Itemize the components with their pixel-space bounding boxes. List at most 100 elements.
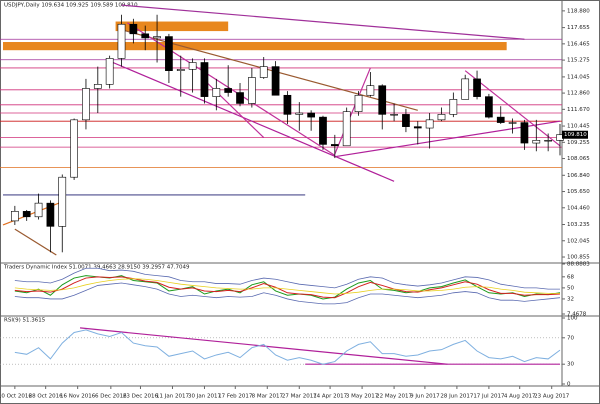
- tdi-line: [14, 267, 560, 290]
- candle-body: [378, 85, 387, 115]
- y-tick-label: 30: [567, 362, 574, 368]
- candle-body: [259, 66, 268, 78]
- y-tick-label: 115.275: [567, 58, 590, 64]
- y-tick-label: 102.045: [567, 238, 590, 244]
- candle-body: [224, 88, 233, 93]
- candle-body: [449, 99, 458, 115]
- candle-body: [402, 114, 410, 127]
- candle-body: [461, 78, 470, 100]
- candle-body: [413, 126, 422, 129]
- candle-body: [295, 112, 304, 115]
- y-tick-label: 100.855: [567, 255, 590, 261]
- candle-body: [46, 202, 55, 227]
- y-tick-label: 7.4678: [567, 312, 587, 318]
- y-tick-label: 32: [567, 296, 574, 302]
- y-tick-label: 100: [567, 316, 578, 322]
- zone: [3, 42, 507, 51]
- candle-body: [342, 111, 351, 147]
- candle-body: [307, 112, 315, 118]
- y-tick-label: 110.445: [567, 124, 590, 130]
- candle-body: [22, 211, 31, 218]
- candle-body: [520, 122, 529, 144]
- rsi-title: RSI(9) 51.3615: [4, 318, 46, 324]
- candle-body: [212, 88, 221, 97]
- candle-body: [200, 62, 209, 97]
- candle-body: [283, 94, 292, 115]
- price-box: [562, 130, 588, 139]
- y-tick-label: 108.065: [567, 156, 590, 162]
- y-tick-label: 105.650: [567, 189, 590, 195]
- y-tick-label: 111.670: [567, 107, 590, 113]
- candle-body: [532, 140, 541, 144]
- x-tick-label: 17 Feb 2017: [218, 394, 253, 400]
- candle-body: [330, 144, 339, 147]
- candle-body: [188, 62, 197, 70]
- y-tick-label: 0: [567, 382, 571, 388]
- rsi-line: [14, 329, 561, 365]
- x-tick-label: 16 Nov 2016: [60, 394, 96, 400]
- candle-body: [34, 202, 43, 218]
- y-tick-label: 114.045: [567, 74, 590, 80]
- y-tick-label: 109.255: [567, 140, 590, 146]
- candle-body: [319, 116, 327, 145]
- candle-body: [485, 96, 493, 118]
- trendline: [79, 327, 448, 365]
- x-tick-label: 28 Oct 2016: [29, 394, 64, 400]
- candle-body: [117, 23, 126, 59]
- x-tick-label: 4 Aug 2017: [504, 394, 536, 400]
- candle-body: [58, 176, 67, 227]
- y-tick-label: 88.8883: [567, 262, 590, 268]
- y-tick-label: 106.840: [567, 173, 590, 179]
- x-tick-label: 23 Aug 2017: [534, 394, 570, 400]
- candle-body: [236, 92, 244, 104]
- x-tick-label: 22 May 2017: [376, 394, 412, 400]
- candle-body: [425, 119, 434, 129]
- x-tick-label: 10 Oct 2016: [0, 394, 32, 400]
- candle-body: [129, 23, 138, 35]
- candle-body: [10, 211, 19, 222]
- y-tick-label: 70: [567, 335, 574, 341]
- chart-title: USDJPY,Daily 109.634 109.925 109.589 109…: [4, 3, 138, 9]
- y-tick-label: 118.880: [567, 8, 590, 14]
- x-tick-label: 23 Dec 2016: [123, 394, 159, 400]
- y-tick-label: 68: [567, 274, 574, 280]
- candle-body: [354, 94, 363, 112]
- y-tick-label: 104.460: [567, 205, 590, 211]
- zone: [115, 21, 229, 32]
- candle-body: [496, 116, 505, 123]
- trendline: [334, 67, 371, 155]
- trendline: [121, 4, 525, 40]
- y-tick-label: 112.860: [567, 91, 590, 97]
- x-tick-label: 11 Jan 2017: [156, 394, 189, 400]
- candle-body: [105, 58, 114, 85]
- trendline: [109, 60, 395, 182]
- price-label: 109.810: [564, 132, 587, 138]
- x-tick-label: 27 Mar 2017: [282, 394, 317, 400]
- tdi-line: [14, 276, 561, 299]
- candle-body: [70, 119, 78, 178]
- y-tick-label: 116.465: [567, 41, 590, 47]
- candle-body: [544, 140, 553, 142]
- y-tick-label: 103.235: [567, 222, 590, 228]
- candle-body: [508, 122, 517, 124]
- x-tick-label: 30 Jan 2017: [188, 394, 221, 400]
- x-tick-label: 3 May 2017: [346, 394, 379, 400]
- trendline: [14, 228, 57, 256]
- candle-body: [473, 78, 481, 97]
- candle-body: [390, 114, 398, 116]
- x-tick-label: 6 Dec 2016: [95, 394, 127, 400]
- x-tick-label: 8 Mar 2017: [252, 394, 284, 400]
- tdi-line: [14, 278, 560, 295]
- x-tick-label: 28 Jun 2017: [440, 394, 474, 400]
- trendline: [464, 70, 561, 147]
- tdi-title: Traders Dynamic Index 51.0071 39.4663 28…: [3, 265, 190, 271]
- candle-body: [248, 77, 256, 104]
- candle-body: [165, 36, 173, 71]
- candle-body: [141, 33, 150, 39]
- candle-body: [176, 69, 185, 71]
- x-tick-label: 17 Jul 2017: [473, 394, 505, 400]
- x-tick-label: 9 Jun 2017: [410, 394, 440, 400]
- candle-body: [437, 114, 446, 121]
